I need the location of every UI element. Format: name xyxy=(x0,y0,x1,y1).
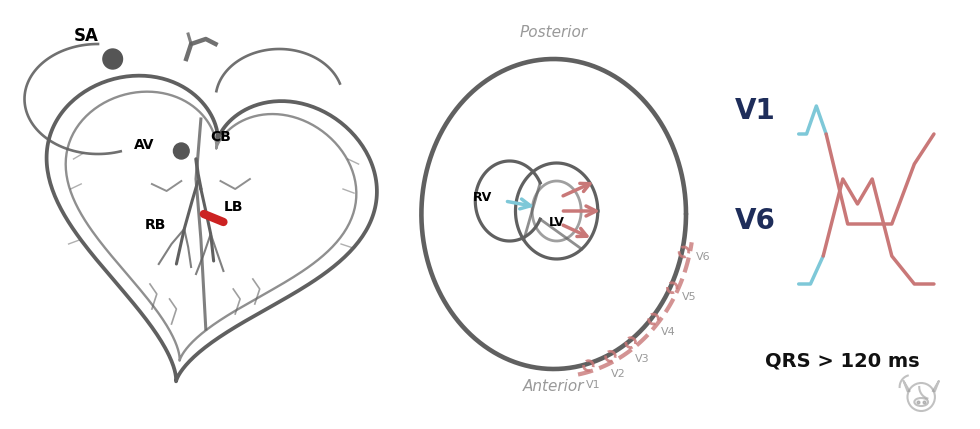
Text: Anterior: Anterior xyxy=(523,379,584,394)
Circle shape xyxy=(103,49,122,69)
Text: V5: V5 xyxy=(682,292,697,302)
Text: V1: V1 xyxy=(586,380,601,390)
Text: V6: V6 xyxy=(696,252,710,262)
Text: V6: V6 xyxy=(735,207,776,235)
Text: Posterior: Posterior xyxy=(519,25,588,40)
Text: LB: LB xyxy=(223,200,243,214)
Text: AV: AV xyxy=(134,138,155,152)
Circle shape xyxy=(173,143,189,159)
Text: RV: RV xyxy=(472,191,492,204)
Text: RB: RB xyxy=(145,218,167,232)
Text: QRS > 120 ms: QRS > 120 ms xyxy=(765,351,920,371)
Text: CB: CB xyxy=(211,130,231,144)
Text: SA: SA xyxy=(74,27,98,45)
Text: V1: V1 xyxy=(735,97,776,125)
Text: V4: V4 xyxy=(661,327,675,338)
Text: V2: V2 xyxy=(612,369,626,379)
Text: V3: V3 xyxy=(635,354,650,364)
Text: LV: LV xyxy=(549,216,564,229)
